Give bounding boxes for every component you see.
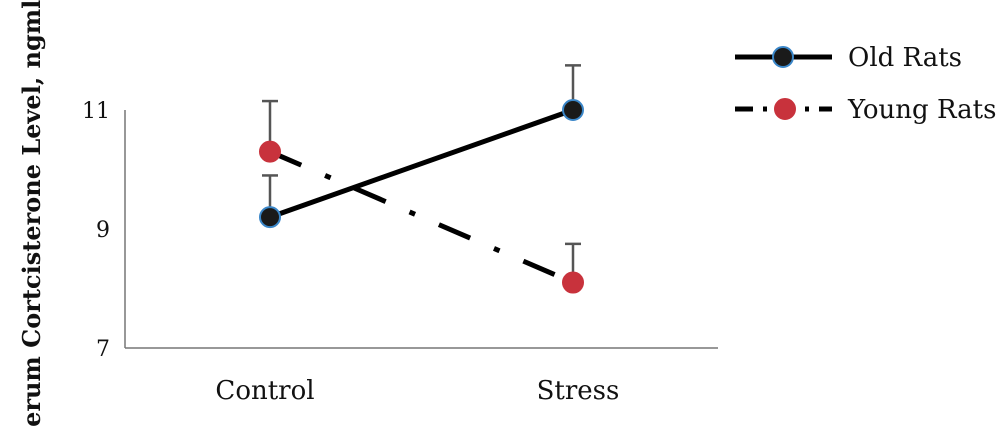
y-axis-label: Serum Cortcisterone Level, ngml — [17, 0, 46, 426]
series-line-old-rats — [269, 107, 574, 220]
y-tick-label-9: 9 — [96, 218, 110, 243]
legend-marker-young-rats — [774, 98, 796, 120]
x-category-control: Control — [215, 376, 314, 406]
point-young-rats-control — [259, 140, 281, 163]
legend-label-young-rats: Young Rats — [847, 95, 996, 125]
y-tick-label-11: 11 — [82, 99, 110, 124]
point-old-rats-control — [259, 206, 281, 229]
legend: Old Rats Young Rats — [735, 43, 996, 125]
plot-area — [259, 64, 584, 294]
series-line-young-rats — [269, 149, 574, 285]
legend-marker-old-rats — [772, 46, 794, 68]
y-tick-label-7: 7 — [96, 337, 110, 362]
point-old-rats-stress — [562, 99, 584, 121]
x-category-stress: Stress — [537, 376, 620, 406]
legend-label-old-rats: Old Rats — [848, 43, 962, 73]
point-young-rats-stress — [562, 271, 584, 294]
